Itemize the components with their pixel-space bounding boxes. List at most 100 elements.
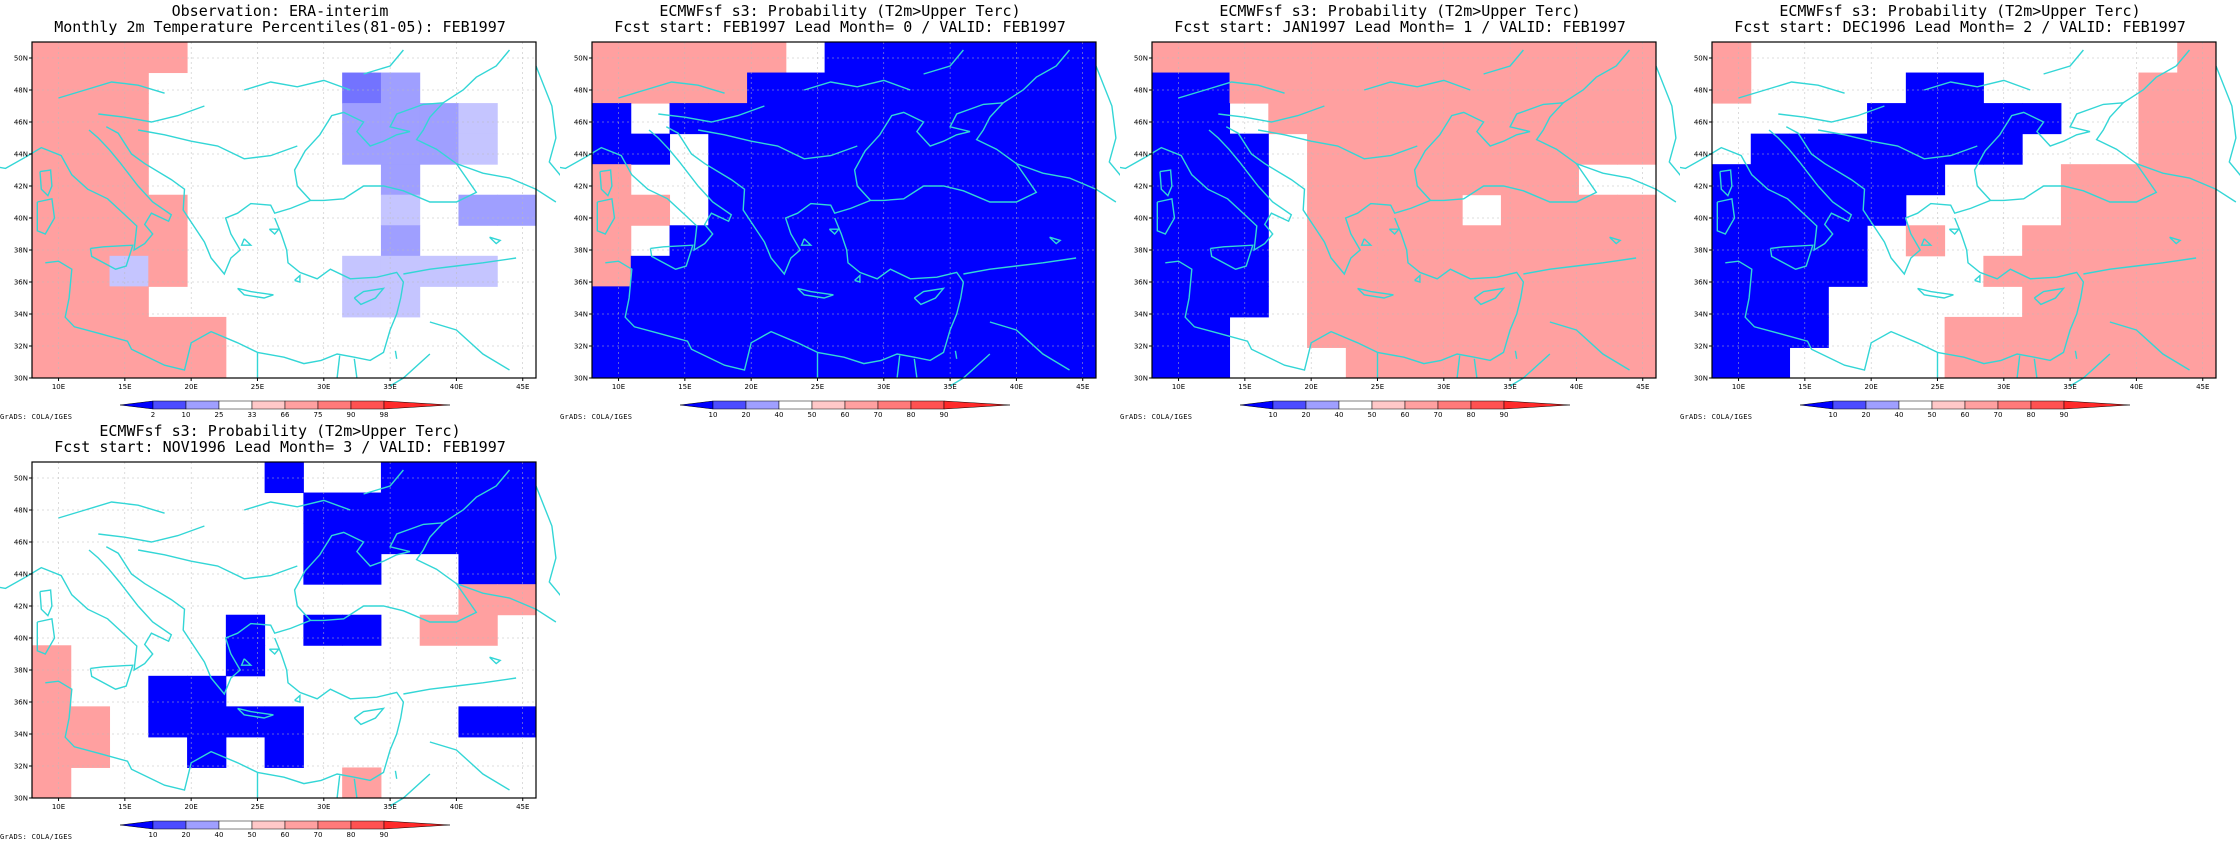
colorbar-label: 70 xyxy=(1434,411,1443,419)
grid-cell xyxy=(1462,72,1502,104)
grid-cell xyxy=(1190,316,1231,348)
panel-lead-month-0: ECMWFsf s3: Probability (T2m>Upper Terc)… xyxy=(560,0,1120,421)
coastline xyxy=(1716,197,1736,235)
grid-cell xyxy=(187,736,227,768)
coastline xyxy=(1218,105,1325,123)
lon-tick-label: 35E xyxy=(2063,383,2076,391)
grid-cell xyxy=(1018,316,1058,348)
lat-tick-label: 50N xyxy=(1694,55,1708,63)
coastline xyxy=(456,582,557,623)
grid-cell xyxy=(1617,133,1657,165)
grid-cell xyxy=(669,316,709,348)
grid-cell xyxy=(979,316,1019,348)
grid-cell xyxy=(303,492,343,524)
grid-cell xyxy=(747,347,787,379)
colorbar-label: 75 xyxy=(314,411,323,419)
grid-cell xyxy=(902,133,942,165)
lon-tick-label: 10E xyxy=(52,383,65,391)
grid-cell xyxy=(747,164,787,196)
panel-lead-month-2: ECMWFsf s3: Probability (T2m>Upper Terc)… xyxy=(1680,0,2240,421)
grid-cell xyxy=(630,42,671,74)
grid-cell xyxy=(70,133,111,165)
coastline xyxy=(394,350,398,359)
grid-cell xyxy=(1307,72,1347,104)
colorbar-segment xyxy=(1404,400,1439,410)
grid-cell xyxy=(1384,133,1424,165)
lat-tick-label: 50N xyxy=(14,475,28,483)
grid-cell xyxy=(109,316,149,348)
colorbar-label: 50 xyxy=(1368,411,1377,419)
grid-cell xyxy=(1750,133,1791,165)
coastline xyxy=(403,257,517,275)
lon-tick-label: 20E xyxy=(1864,383,1877,391)
coastline xyxy=(2033,358,2038,379)
grid-cell xyxy=(785,194,826,226)
colorbar-label: 25 xyxy=(215,411,224,419)
grid-cell xyxy=(342,133,382,165)
grid-cell xyxy=(863,72,903,104)
lat-tick-label: 42N xyxy=(14,603,28,611)
coastline xyxy=(137,129,298,160)
grid-cell xyxy=(902,103,942,135)
lon-tick-label: 45E xyxy=(1636,383,1649,391)
lat-tick-label: 42N xyxy=(1694,183,1708,191)
lat-tick-label: 34N xyxy=(14,731,28,739)
grid-cell xyxy=(785,164,826,196)
grid-cell xyxy=(458,614,498,646)
grid-cell xyxy=(342,255,382,287)
coastline xyxy=(1414,274,1421,283)
coastline xyxy=(1719,169,1733,197)
grid-cell xyxy=(863,133,903,165)
grid-cell xyxy=(1539,42,1579,74)
grid-cell xyxy=(863,164,903,196)
grid-cell xyxy=(940,225,981,257)
coastline xyxy=(353,778,358,799)
grid-cell xyxy=(342,492,382,524)
grid-cell xyxy=(979,347,1019,379)
grid-cell xyxy=(2177,133,2217,165)
grid-cell xyxy=(1190,255,1231,287)
colorbar-arrow-right xyxy=(943,400,1011,410)
coastline xyxy=(923,49,964,75)
colorbar-label: 50 xyxy=(808,411,817,419)
credit-label: GrADS: COLA/IGES xyxy=(560,413,633,421)
grid-cell xyxy=(1384,164,1424,196)
coastline xyxy=(1917,287,1954,299)
colorbar-label: 40 xyxy=(775,411,784,419)
grid-cell xyxy=(109,225,149,257)
grid-cell xyxy=(187,675,227,707)
grid-cell xyxy=(1462,42,1502,74)
grid-cell xyxy=(2177,255,2217,287)
map-frame xyxy=(31,461,537,799)
lat-tick-label: 38N xyxy=(14,667,28,675)
grid-cell xyxy=(863,286,903,318)
grid-cell xyxy=(32,255,72,287)
lon-tick-label: 35E xyxy=(1503,383,1516,391)
grid-cell xyxy=(2099,164,2139,196)
grid-cell xyxy=(1018,164,1058,196)
colorbar-label: 33 xyxy=(248,411,257,419)
coastline xyxy=(25,129,173,252)
grid-cell xyxy=(458,103,498,135)
grid-cell xyxy=(1307,133,1347,165)
coastline xyxy=(535,485,560,597)
lon-tick-label: 10E xyxy=(1172,383,1185,391)
colorbar-segment xyxy=(1997,400,2032,410)
grid-cell xyxy=(592,347,632,379)
grid-cell xyxy=(1057,286,1097,318)
grid-cell xyxy=(1500,347,1541,379)
grid-cell xyxy=(380,286,421,318)
grid-cell xyxy=(785,286,826,318)
grid-cell xyxy=(1500,316,1541,348)
lat-tick-label: 42N xyxy=(574,183,588,191)
grid-cell xyxy=(1018,133,1058,165)
grid-cell xyxy=(419,255,459,287)
grid-cell xyxy=(1307,42,1347,74)
grid-cell xyxy=(32,347,72,379)
colorbar-segment xyxy=(2030,400,2065,410)
lat-tick-label: 46N xyxy=(1694,119,1708,127)
credit-label: GrADS: COLA/IGES xyxy=(1120,413,1193,421)
coastline xyxy=(105,521,478,696)
coastline xyxy=(0,156,26,170)
grid-cell xyxy=(940,316,981,348)
